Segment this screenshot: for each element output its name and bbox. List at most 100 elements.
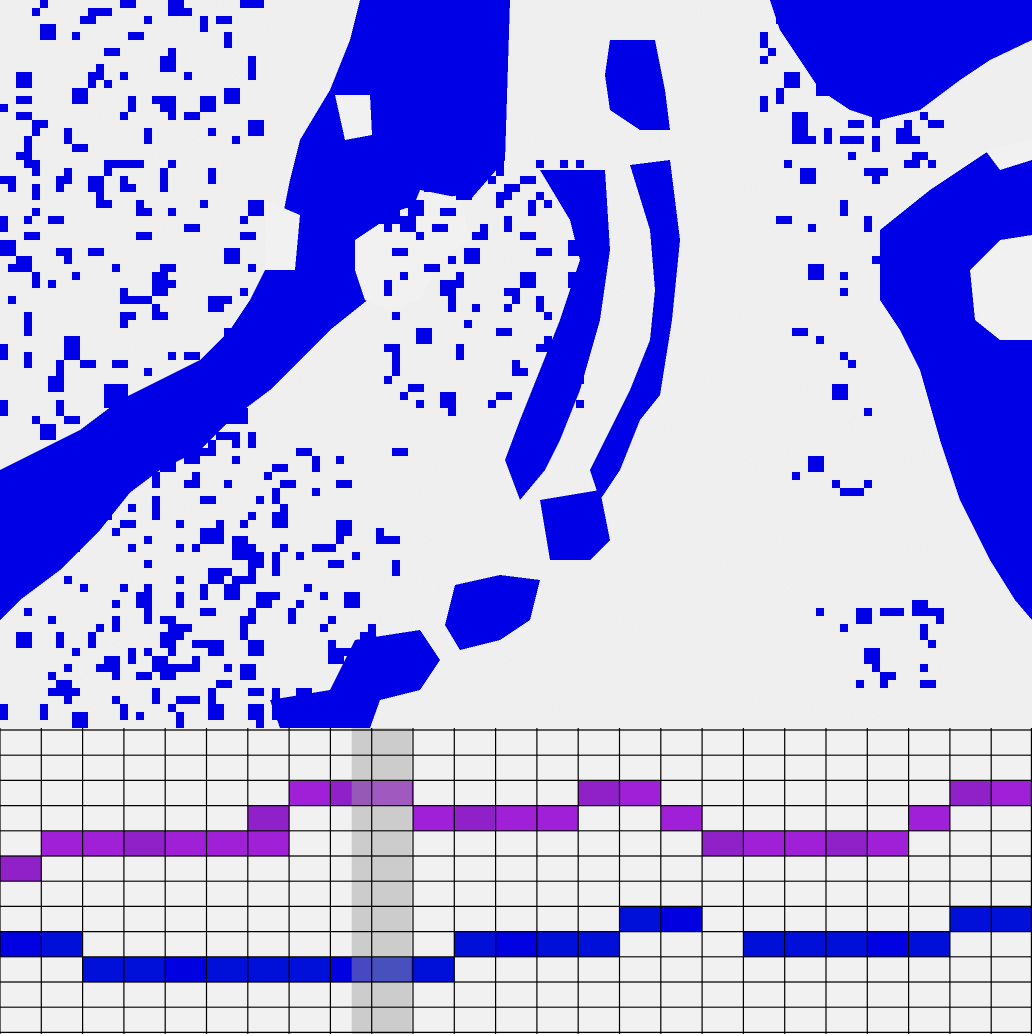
water-speck (64, 664, 72, 672)
water-speck (176, 384, 192, 392)
water-speck (48, 688, 64, 696)
bass-note-cell[interactable] (413, 956, 455, 982)
bass-note-cell[interactable] (908, 931, 950, 957)
bass-note-cell[interactable] (949, 906, 992, 932)
step-sequencer-grid[interactable] (0, 728, 1032, 1034)
melody-note-cell[interactable] (578, 780, 620, 806)
water-speck (224, 88, 240, 104)
water-speck (400, 392, 408, 400)
water-speck (496, 192, 504, 208)
water-speck (48, 376, 56, 392)
water-speck (80, 16, 96, 24)
bass-note-cell[interactable] (165, 956, 207, 982)
water-speck (56, 176, 64, 192)
lake-south (445, 575, 540, 650)
bass-note-cell[interactable] (743, 931, 785, 957)
bass-note-cell[interactable] (826, 931, 868, 957)
bass-note-cell[interactable] (660, 906, 703, 932)
bass-note-cell[interactable] (41, 931, 83, 957)
bass-note-cell[interactable] (578, 931, 620, 957)
bass-note-cell[interactable] (123, 956, 166, 982)
water-speck (272, 688, 280, 704)
water-speck (32, 208, 40, 216)
water-speck (544, 336, 552, 344)
water-speck (560, 160, 568, 168)
water-speck (120, 520, 136, 528)
water-speck (104, 8, 112, 16)
water-speck (40, 24, 56, 40)
water-speck (848, 136, 864, 144)
melody-note-cell[interactable] (743, 830, 785, 856)
water-speck (0, 104, 8, 112)
water-speck (56, 248, 72, 256)
melody-note-cell[interactable] (82, 830, 124, 856)
melody-note-cell[interactable] (330, 780, 372, 806)
melody-note-cell[interactable] (536, 805, 579, 831)
river-arc-lower (540, 490, 610, 560)
melody-note-cell[interactable] (247, 830, 290, 856)
water-speck (32, 520, 40, 528)
water-speck (160, 168, 168, 176)
water-speck (128, 184, 136, 192)
water-speck (392, 368, 400, 376)
water-speck (216, 520, 224, 536)
melody-note-cell[interactable] (206, 830, 248, 856)
bass-note-cell[interactable] (867, 931, 909, 957)
melody-note-cell[interactable] (123, 830, 166, 856)
melody-note-cell[interactable] (991, 780, 1032, 806)
water-speck (192, 656, 200, 664)
bass-note-cell[interactable] (991, 906, 1032, 932)
bass-note-cell[interactable] (206, 956, 248, 982)
water-speck (72, 32, 80, 40)
water-speck (24, 136, 32, 152)
water-speck (160, 616, 176, 624)
sequencer-graphic[interactable] (0, 728, 1032, 1034)
melody-note-cell[interactable] (41, 830, 83, 856)
melody-note-cell[interactable] (165, 830, 207, 856)
melody-note-cell[interactable] (289, 780, 331, 806)
melody-note-cell[interactable] (413, 805, 455, 831)
water-speck (176, 592, 184, 608)
bass-note-cell[interactable] (247, 956, 290, 982)
water-speck (800, 168, 816, 184)
bass-note-cell[interactable] (330, 956, 372, 982)
water-speck (856, 96, 872, 104)
bass-note-cell[interactable] (536, 931, 579, 957)
sequencer-cells[interactable] (0, 780, 1032, 982)
bass-note-cell[interactable] (784, 931, 826, 957)
melody-note-cell[interactable] (826, 830, 868, 856)
melody-note-cell[interactable] (454, 805, 496, 831)
water-speck (88, 504, 96, 512)
melody-note-cell[interactable] (0, 856, 42, 882)
water-speck (200, 16, 208, 32)
channel-east (590, 160, 680, 500)
water-speck (176, 576, 184, 584)
bass-note-cell[interactable] (289, 956, 331, 982)
melody-note-cell[interactable] (619, 780, 661, 806)
water-speck (384, 656, 392, 672)
melody-note-cell[interactable] (247, 805, 290, 831)
bass-note-cell[interactable] (454, 931, 496, 957)
melody-note-cell[interactable] (660, 805, 703, 831)
melody-note-cell[interactable] (371, 780, 413, 806)
melody-note-cell[interactable] (702, 830, 744, 856)
melody-note-cell[interactable] (867, 830, 909, 856)
bass-note-cell[interactable] (495, 931, 537, 957)
water-speck (544, 200, 552, 208)
melody-note-cell[interactable] (908, 805, 950, 831)
melody-note-cell[interactable] (495, 805, 537, 831)
water-speck (896, 40, 912, 48)
water-speck (144, 16, 152, 24)
water-speck (920, 664, 928, 672)
melody-note-cell[interactable] (784, 830, 826, 856)
bass-note-cell[interactable] (371, 956, 413, 982)
bass-note-cell[interactable] (0, 931, 42, 957)
water-speck (88, 8, 104, 16)
water-speck (56, 360, 64, 376)
water-speck (208, 440, 216, 456)
bass-note-cell[interactable] (619, 906, 661, 932)
water-speck (248, 264, 256, 272)
bass-note-cell[interactable] (82, 956, 124, 982)
water-speck (248, 72, 256, 80)
melody-note-cell[interactable] (949, 780, 992, 806)
